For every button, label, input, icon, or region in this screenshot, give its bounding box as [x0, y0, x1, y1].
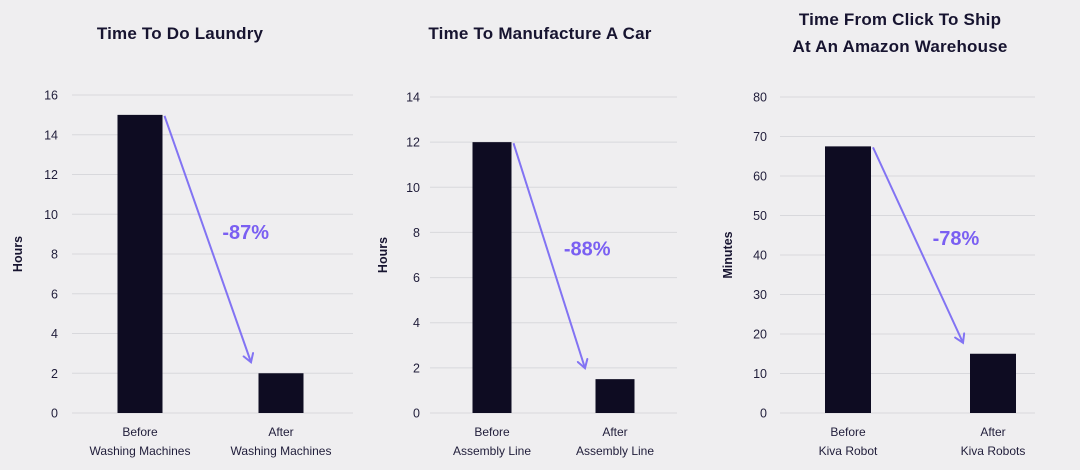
bar-before-kiva-robot [825, 146, 871, 413]
y-tick-label: 70 [753, 130, 767, 144]
decrease-arrow [872, 146, 966, 345]
y-tick-label: 10 [406, 181, 420, 195]
y-tick-label: 8 [413, 226, 420, 240]
y-axis-label: Hours [376, 237, 390, 273]
y-tick-label: 0 [51, 407, 58, 421]
bar-chart-car-manufacturing: 0 2 4 6 8 10 12 14 Hours Before Assembly Line After… [376, 91, 677, 458]
bar-before-washing-machines [117, 114, 163, 413]
chart-title: Time To Manufacture A Car [428, 23, 652, 43]
y-axis-label: Hours [11, 236, 25, 272]
y-tick-label: 40 [753, 249, 767, 263]
y-tick-label: 2 [51, 367, 58, 381]
y-tick-label: 60 [753, 170, 767, 184]
percent-change-label: -87% [222, 222, 269, 244]
y-axis-label: Minutes [721, 231, 735, 278]
x-category-label: After [980, 425, 1005, 439]
y-tick-label: 4 [413, 316, 420, 330]
x-category-label: Assembly Line [576, 444, 654, 458]
percent-change-label: -88% [564, 239, 611, 261]
y-tick-label: 80 [753, 91, 767, 105]
y-tick-label: 10 [44, 208, 58, 222]
y-tick-label: 6 [51, 287, 58, 301]
y-tick-label: 6 [413, 271, 420, 285]
y-tick-label: 4 [51, 327, 58, 341]
decrease-arrow [512, 142, 589, 370]
x-category-label: Before [122, 425, 158, 439]
chart-panel-amazon-warehouse: Time From Click To Ship At An Amazon War… [720, 0, 1080, 470]
y-tick-label: 2 [413, 361, 420, 375]
y-tick-label: 14 [44, 128, 58, 142]
bar-after-washing-machines [258, 373, 304, 413]
bar-after-assembly-line [595, 379, 635, 413]
x-category-label: After [602, 425, 627, 439]
y-tick-label: 30 [753, 288, 767, 302]
x-category-label: Kiva Robots [961, 444, 1026, 458]
y-tick-label: 14 [406, 91, 420, 105]
y-tick-label: 8 [51, 248, 58, 262]
x-category-label: Kiva Robot [819, 444, 878, 458]
chart-panel-car-manufacturing: Time To Manufacture A Car 0 2 4 6 8 10 12 14 Hou… [360, 0, 720, 470]
y-tick-label: 20 [753, 328, 767, 342]
decrease-arrow [163, 115, 255, 365]
bar-chart-amazon-warehouse: 0 10 20 30 40 50 60 70 80 Minutes Before Kiva Robot… [721, 91, 1035, 458]
y-tick-label: 16 [44, 89, 58, 103]
y-tick-label: 0 [760, 407, 767, 421]
y-tick-label: 10 [753, 367, 767, 381]
chart-title: Time From Click To Ship At An Amazon War… [792, 10, 1008, 56]
chart-title: Time To Do Laundry [96, 23, 264, 43]
y-tick-label: 0 [413, 407, 420, 421]
x-category-label: Washing Machines [90, 444, 191, 458]
x-category-label: Assembly Line [453, 444, 531, 458]
bar-before-assembly-line [472, 142, 512, 413]
y-tick-label: 12 [44, 168, 58, 182]
bar-after-kiva-robots [970, 353, 1016, 413]
x-category-label: Washing Machines [231, 444, 332, 458]
x-category-label: Before [474, 425, 510, 439]
bar-chart-laundry: 0 2 4 6 8 10 12 14 16 Hours Before Washing Machines… [11, 89, 353, 458]
y-tick-label: 50 [753, 209, 767, 223]
percent-change-label: -78% [933, 228, 980, 250]
chart-panel-laundry: Time To Do Laundry 0 2 4 6 8 10 12 14 16 Hours Bef… [0, 0, 360, 470]
y-tick-label: 12 [406, 136, 420, 150]
x-category-label: Before [830, 425, 866, 439]
x-category-label: After [268, 425, 293, 439]
